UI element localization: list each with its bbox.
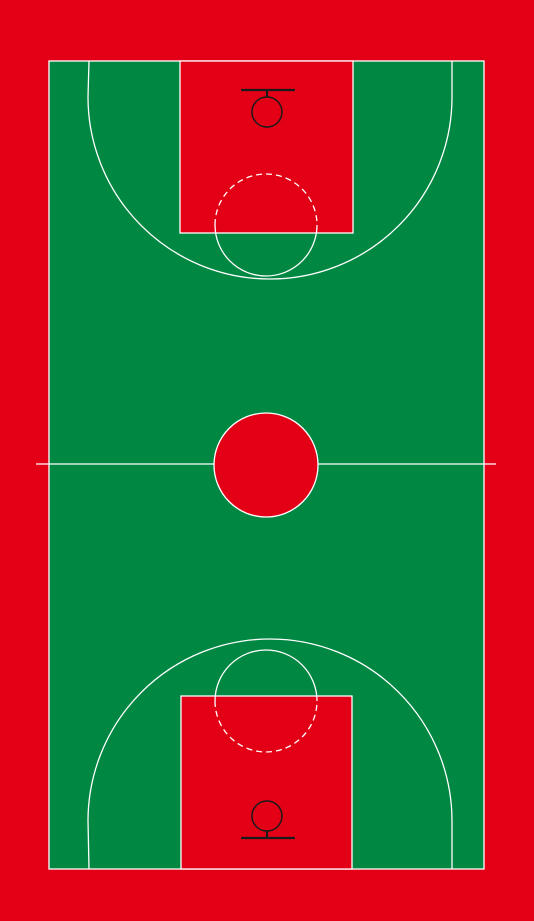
- top-three-point-line: [87, 60, 453, 280]
- top-free-throw-circle-dashed: [214, 173, 318, 226]
- top-hoop: [251, 96, 283, 128]
- bottom-hoop: [251, 800, 283, 832]
- top-half: [87, 60, 453, 280]
- bottom-free-throw-circle-solid: [214, 649, 318, 702]
- bottom-half: [87, 638, 453, 870]
- top-key: [179, 60, 354, 234]
- center-circle: [213, 412, 319, 518]
- bottom-key: [180, 695, 353, 870]
- bottom-three-point-line: [87, 638, 453, 870]
- bottom-free-throw-circle-dashed: [214, 700, 318, 753]
- top-free-throw-circle-solid: [214, 224, 318, 277]
